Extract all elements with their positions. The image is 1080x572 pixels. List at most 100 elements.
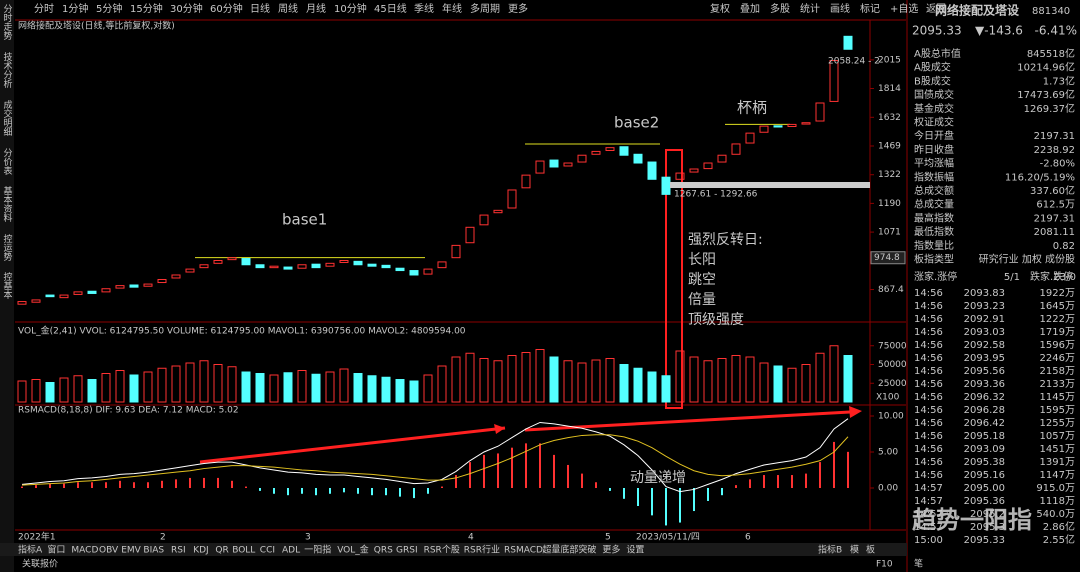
unit-label: X100: [876, 393, 900, 403]
candle: [647, 161, 657, 180]
volume-bar: [619, 364, 629, 403]
indicator-tab[interactable]: MACD: [71, 546, 98, 556]
indicator-tab[interactable]: OBV: [99, 546, 119, 556]
volume-bar: [717, 358, 727, 403]
volume-bar: [437, 365, 447, 403]
stat-value: 612.5万: [1036, 200, 1075, 211]
candle: [661, 176, 671, 195]
volume-bar: [129, 374, 139, 403]
candle: [773, 125, 783, 128]
breadth: 跌家.跌停: [1030, 270, 1073, 283]
toolbar-button[interactable]: 多周期: [470, 2, 500, 15]
toolbar-button[interactable]: 日线: [250, 2, 270, 15]
indicator-tab[interactable]: EMV: [121, 546, 141, 556]
indicator-tab[interactable]: 窗口: [47, 544, 65, 556]
toolbar-button[interactable]: 周线: [278, 2, 298, 15]
candle: [605, 147, 615, 151]
indicator-tab[interactable]: RSI: [171, 546, 186, 556]
trade-volume: 2.86亿: [1043, 520, 1075, 533]
trade-price: 2093.23: [964, 301, 1005, 312]
toolbar-button[interactable]: 画线: [830, 2, 850, 15]
indicator-tab[interactable]: RSR行业: [464, 544, 500, 556]
candle: [759, 125, 769, 133]
f10[interactable]: F10: [876, 560, 893, 570]
toolbar-button[interactable]: 季线: [414, 2, 434, 15]
sidebar-tab[interactable]: 成交明细: [2, 99, 13, 136]
indicator-tab[interactable]: QRS: [374, 546, 393, 556]
sidebar-tab[interactable]: 技术分析: [2, 51, 13, 89]
candle: [843, 35, 853, 50]
volume-bar: [31, 379, 41, 403]
y-tick-label: 10.00: [878, 412, 904, 422]
stat-label: 平均涨幅: [914, 157, 954, 170]
tab[interactable]: 笔: [914, 558, 923, 570]
stat-value: -2.80%: [1040, 159, 1075, 170]
stat-label: 最低指数: [914, 225, 954, 238]
volume-bar: [255, 373, 265, 403]
indicator-tab[interactable]: 更多: [602, 544, 620, 556]
trade-volume: 540.0万: [1036, 509, 1075, 520]
sidebar-tab[interactable]: 分时走势: [2, 4, 13, 41]
trade-price: 2096.42: [964, 418, 1005, 429]
toolbar-button[interactable]: 复权: [710, 2, 730, 15]
indicator-tab[interactable]: 设置: [626, 545, 644, 556]
toolbar-button[interactable]: 统计: [800, 2, 820, 15]
candle: [731, 143, 741, 155]
toolbar-button[interactable]: 多股: [770, 2, 790, 15]
indicator-tab[interactable]: KDJ: [193, 546, 209, 556]
toolbar-button[interactable]: 更多: [508, 2, 528, 15]
candle: [787, 123, 797, 127]
indicator-tab[interactable]: 一阳指: [304, 544, 331, 556]
indicator-tab[interactable]: QR: [215, 546, 228, 556]
sidebar-tab[interactable]: 基本资料: [2, 185, 13, 223]
volume-bar: [759, 362, 769, 403]
trade-time: 14:56: [914, 418, 943, 429]
toolbar-button[interactable]: 30分钟: [170, 2, 203, 15]
indicator-tab[interactable]: GRSI: [396, 546, 418, 556]
toolbar-button[interactable]: 叠加: [740, 3, 760, 15]
toolbar-button[interactable]: 分时: [34, 3, 54, 15]
indicator-tab[interactable]: 指标B: [818, 544, 842, 556]
indicator-tab[interactable]: 超量底部突破: [542, 544, 596, 556]
indicator-tab[interactable]: BIAS: [143, 546, 164, 556]
candle: [227, 257, 237, 261]
toolbar-button[interactable]: 1分钟: [62, 2, 88, 15]
toolbar-button[interactable]: 60分钟: [210, 2, 243, 15]
candle: [381, 264, 391, 269]
sidebar-tab[interactable]: 分价表: [2, 148, 13, 176]
indicator-tab[interactable]: CCI: [260, 546, 275, 556]
toolbar-button[interactable]: 5分钟: [96, 2, 122, 15]
trade-time: 14:56: [914, 314, 943, 325]
indicator-tab[interactable]: VOL_金: [337, 544, 369, 556]
volume-bar: [493, 360, 503, 403]
y-tick-label: 1814: [878, 84, 901, 94]
sidebar-tab[interactable]: 控运势: [2, 233, 13, 262]
indicator-tab[interactable]: 板: [866, 544, 875, 556]
status: 关联报价: [22, 558, 58, 570]
toolbar-button[interactable]: 45日线: [374, 2, 407, 15]
toolbar-button[interactable]: 返回: [926, 3, 946, 15]
volume-bar: [185, 362, 195, 403]
indicator-tab[interactable]: BOLL: [232, 546, 255, 556]
indicator-tab[interactable]: ADL: [282, 546, 300, 556]
toolbar-button[interactable]: +自选: [890, 2, 918, 15]
trade-volume: 1057万: [1040, 431, 1075, 442]
volume-bar: [633, 367, 643, 403]
quote-pct: -6.41%: [1035, 24, 1077, 38]
stat-label: B股成交: [914, 74, 951, 87]
volume-bar: [605, 358, 615, 403]
toolbar-button[interactable]: 10分钟: [334, 2, 367, 15]
toolbar-button[interactable]: 年线: [442, 2, 462, 15]
sidebar-tab[interactable]: 控基本: [2, 271, 13, 300]
breadth: 23/0: [1054, 272, 1076, 283]
quote-name: 网络接配及塔设: [935, 3, 1020, 18]
indicator-tab[interactable]: 模: [850, 545, 859, 556]
volume-bar: [227, 366, 237, 403]
toolbar-button[interactable]: 标记: [860, 3, 880, 15]
indicator-tab[interactable]: RSMACD: [504, 546, 543, 556]
candle: [521, 174, 531, 189]
indicator-tab[interactable]: RSR个股: [424, 545, 460, 556]
indicator-tab[interactable]: 指标A: [18, 544, 43, 556]
toolbar-button[interactable]: 月线: [306, 2, 326, 15]
toolbar-button[interactable]: 15分钟: [130, 2, 163, 15]
